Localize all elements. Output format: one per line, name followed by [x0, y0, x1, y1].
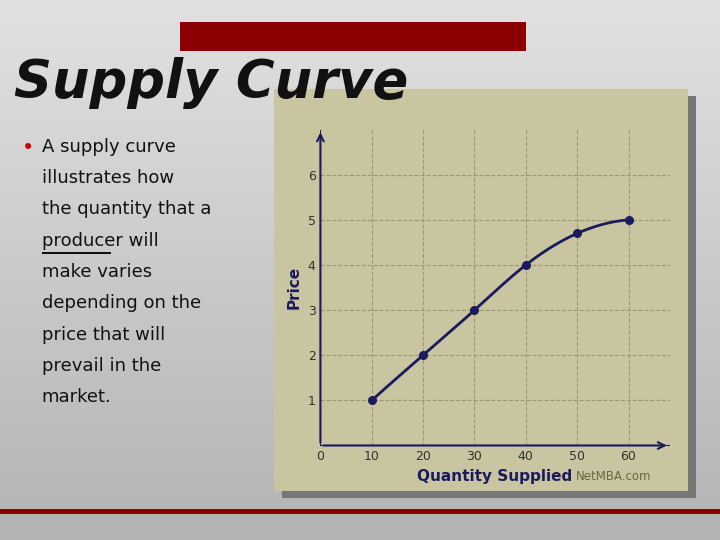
Text: prevail in the: prevail in the: [42, 357, 161, 375]
Bar: [274, 89, 688, 491]
Text: illustrates how: illustrates how: [42, 169, 174, 187]
Text: depending on the: depending on the: [42, 294, 201, 312]
Point: [520, 261, 531, 269]
Text: •: •: [22, 138, 34, 158]
Text: producer will: producer will: [42, 232, 158, 249]
Text: price that will: price that will: [42, 326, 165, 343]
Text: market.: market.: [42, 388, 112, 406]
Bar: [282, 96, 696, 498]
X-axis label: Quantity Supplied: Quantity Supplied: [418, 469, 572, 484]
Bar: [42, 252, 111, 254]
Y-axis label: Price: Price: [287, 266, 302, 309]
Point: [572, 229, 583, 238]
Bar: [0, 509, 720, 514]
Text: the quantity that a: the quantity that a: [42, 200, 211, 218]
Text: Supply Curve: Supply Curve: [14, 57, 409, 109]
Text: A supply curve: A supply curve: [42, 138, 176, 156]
Point: [623, 215, 634, 224]
Text: make varies: make varies: [42, 263, 152, 281]
Point: [366, 396, 377, 404]
Bar: [180, 22, 526, 51]
Point: [418, 351, 429, 360]
Text: NetMBA.com: NetMBA.com: [576, 470, 652, 483]
Point: [469, 306, 480, 314]
